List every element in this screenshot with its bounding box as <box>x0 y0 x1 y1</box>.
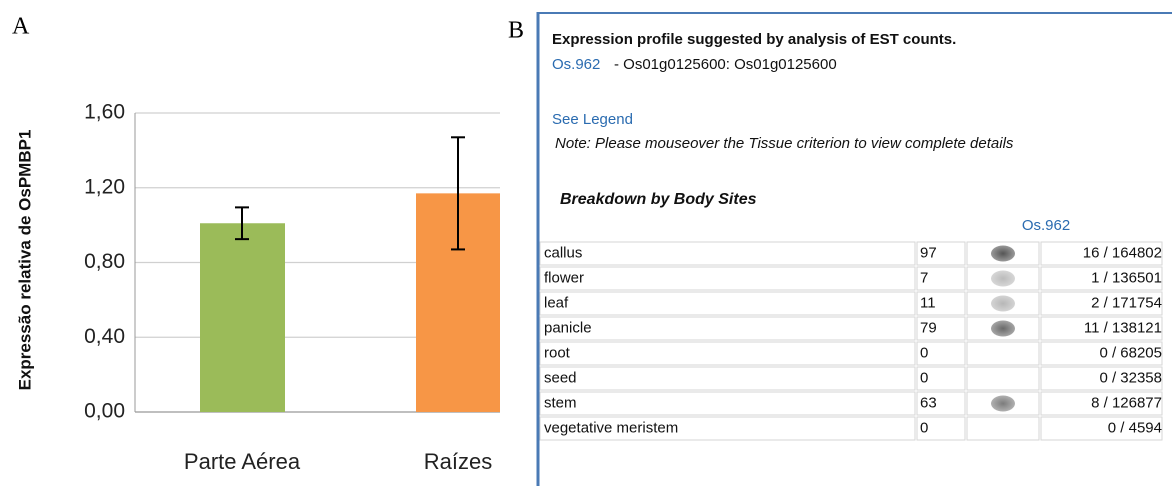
table-cell <box>966 291 1040 316</box>
count: 79 <box>920 319 937 336</box>
table-cell <box>539 266 916 291</box>
tissue: leaf <box>544 294 569 311</box>
ratio: 16 / 164802 <box>1083 244 1162 261</box>
ratio: 11 / 138121 <box>1084 319 1162 336</box>
cluster-link[interactable]: Os.962 <box>552 56 600 73</box>
panel-label: B <box>508 18 524 44</box>
table-cell <box>916 416 966 441</box>
table-cell <box>916 391 966 416</box>
tissue: flower <box>544 269 584 286</box>
tissue: vegetative meristem <box>544 419 678 436</box>
tissue: seed <box>544 369 577 386</box>
table-cell <box>916 241 966 266</box>
table-cell <box>1040 241 1163 266</box>
table: callus 97 16 / 164802 flower 7 1 / 136501 leaf… <box>539 241 1163 441</box>
ratio: 0 / 32358 <box>1099 369 1162 386</box>
tissue: root <box>544 344 571 361</box>
table-cell <box>1040 416 1163 441</box>
table-cell <box>966 416 1040 441</box>
y-tick-label: 1,20 <box>84 175 125 198</box>
tissue: callus <box>544 244 582 261</box>
expression-dot <box>991 395 1015 412</box>
note: Note: Please mouseover the Tissue criter… <box>555 135 1014 152</box>
table-cell <box>966 316 1040 341</box>
y-tick-label: 0,00 <box>84 400 125 423</box>
bar <box>200 223 285 412</box>
panel-label: A <box>12 14 30 40</box>
x-tick-label: Parte Aérea <box>184 449 301 474</box>
table-cell <box>1040 316 1163 341</box>
table-cell <box>916 291 966 316</box>
table-cell <box>539 391 916 416</box>
ratio: 2 / 171754 <box>1091 294 1162 311</box>
table-cell <box>916 366 966 391</box>
y-axis-label: Expressão relativa de OsPMBP1 <box>15 130 34 391</box>
expression-dot <box>991 270 1015 287</box>
profile-title: Expression profile suggested by analysis… <box>552 31 956 48</box>
table-cell <box>916 316 966 341</box>
x-tick-label: Raízes <box>424 449 492 474</box>
count: 97 <box>920 244 937 261</box>
legend-link[interactable]: See Legend <box>552 111 633 128</box>
expression-dot <box>991 295 1015 312</box>
y-tick-label: 0,80 <box>84 250 125 273</box>
table-cell <box>966 266 1040 291</box>
table-cell <box>916 341 966 366</box>
y-tick-label: 1,60 <box>84 101 125 124</box>
column-header[interactable]: Os.962 <box>1022 217 1070 234</box>
count: 0 <box>920 344 928 361</box>
count: 11 <box>920 294 936 311</box>
ratio: 0 / 68205 <box>1099 344 1162 361</box>
count: 0 <box>920 369 928 386</box>
tissue: stem <box>544 394 577 411</box>
tissue: panicle <box>544 319 592 336</box>
table-cell <box>539 416 916 441</box>
table-cell <box>966 241 1040 266</box>
ratio: 1 / 136501 <box>1091 269 1162 286</box>
table-cell <box>966 366 1040 391</box>
table-cell <box>1040 266 1163 291</box>
table-cell <box>966 391 1040 416</box>
table-cell <box>539 241 916 266</box>
count: 7 <box>920 269 928 286</box>
count: 63 <box>920 394 937 411</box>
expression-dot <box>991 245 1015 262</box>
table-cell <box>539 341 916 366</box>
table-cell <box>966 341 1040 366</box>
count: 0 <box>920 419 928 436</box>
ratio: 0 / 4594 <box>1108 419 1162 436</box>
y-tick-label: 0,40 <box>84 325 125 348</box>
table-cell <box>1040 291 1163 316</box>
section-title: Breakdown by Body Sites <box>560 191 757 208</box>
table-cell <box>1040 341 1163 366</box>
table-cell <box>1040 391 1163 416</box>
plot <box>134 112 500 413</box>
table-cell <box>539 316 916 341</box>
expression-dot <box>991 320 1015 337</box>
table-cell <box>1040 366 1163 391</box>
table-cell <box>539 291 916 316</box>
table-cell <box>916 266 966 291</box>
ratio: 8 / 126877 <box>1091 394 1162 411</box>
table-cell <box>539 366 916 391</box>
gene-id: - Os01g0125600: Os01g0125600 <box>614 56 837 73</box>
